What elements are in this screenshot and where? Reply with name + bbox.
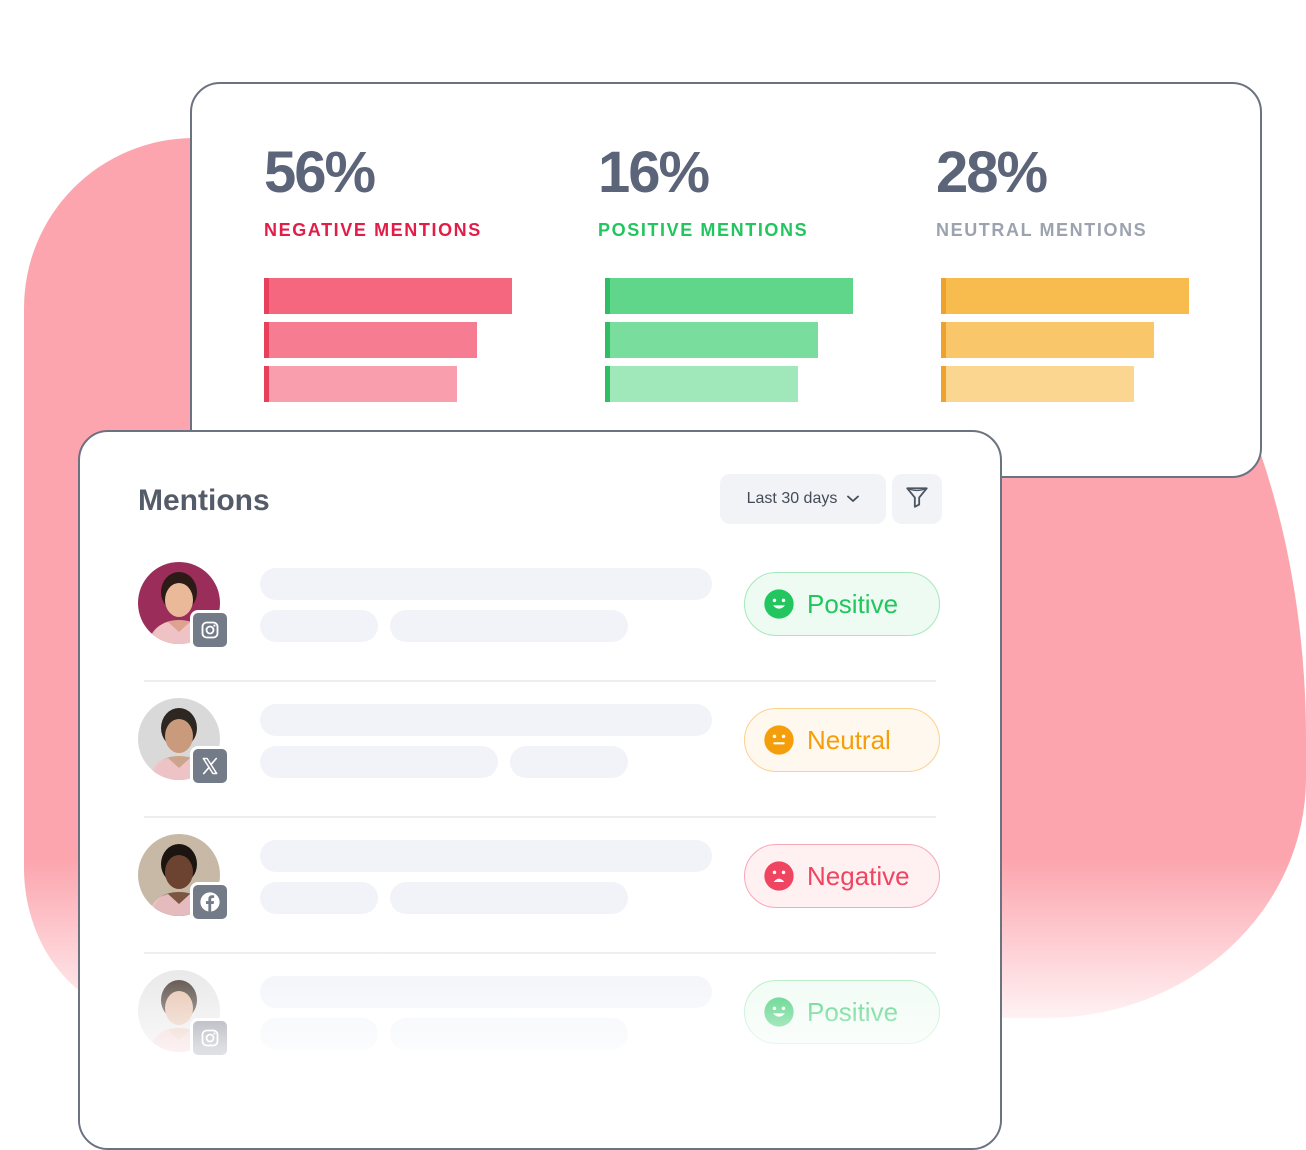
sentiment-badge[interactable]: Negative [744,844,940,908]
smile-icon [763,588,795,620]
stat-bar [941,366,1134,402]
facebook-icon [190,882,230,922]
skeleton-line [260,976,712,1008]
skeleton-line [260,704,712,736]
mention-row[interactable]: Positive [80,562,1000,698]
x-icon [190,746,230,786]
stat-percent-positive: 16% [598,140,710,205]
mentions-card: Mentions Last 30 days Positive Neutral Neg… [78,430,1002,1150]
row-divider [144,816,936,818]
stat-bar [605,322,818,358]
row-divider [144,680,936,682]
stat-bar [605,366,798,402]
bars-neutral [941,278,1189,410]
bars-negative [264,278,512,410]
date-range-dropdown[interactable]: Last 30 days [720,474,886,524]
stat-neutral: 28% NEUTRAL MENTIONS [936,144,1147,241]
sentiment-label: Neutral [807,724,891,755]
sentiment-label: Positive [807,996,899,1027]
date-range-label: Last 30 days [746,490,838,507]
skeleton-line [260,746,498,778]
stat-positive: 16% POSITIVE MENTIONS [598,144,808,241]
skeleton-line [260,840,712,872]
skeleton-line [390,610,628,642]
smile-icon [763,996,795,1028]
stat-percent-negative: 56% [264,140,376,205]
frown-icon [763,860,795,892]
avatar-wrap [138,698,230,788]
stat-bar [605,278,853,314]
row-divider [144,952,936,954]
stat-bar [264,322,477,358]
skeleton-line [260,1018,378,1050]
sentiment-badge[interactable]: Positive [744,980,940,1044]
skeleton-line [260,610,378,642]
stat-label-negative: NEGATIVE MENTIONS [264,220,482,240]
sentiment-label: Positive [807,588,899,619]
avatar-wrap [138,834,230,924]
instagram-icon [190,610,230,650]
sentiment-badge[interactable]: Neutral [744,708,940,772]
neutral-face-icon [763,724,795,756]
sentiment-stats-card: 56% NEGATIVE MENTIONS 16% POSITIVE MENTI… [190,82,1262,478]
stat-bar [941,322,1154,358]
avatar-wrap [138,970,230,1060]
skeleton-line [390,882,628,914]
mention-row[interactable]: Negative [80,834,1000,970]
stat-label-positive: POSITIVE MENTIONS [598,220,809,240]
filter-button[interactable] [892,474,942,524]
avatar-wrap [138,562,230,652]
mention-row[interactable]: Positive [80,970,1000,1106]
mention-row[interactable]: Neutral [80,698,1000,834]
bars-positive [605,278,853,410]
skeleton-line [510,746,628,778]
skeleton-line [260,882,378,914]
stat-bar [264,366,457,402]
stat-bar [941,278,1189,314]
skeleton-line [390,1018,628,1050]
funnel-icon [904,484,930,515]
sentiment-badge[interactable]: Positive [744,572,940,636]
mentions-title: Mentions [138,484,270,517]
instagram-icon [190,1018,230,1058]
stat-negative: 56% NEGATIVE MENTIONS [264,144,482,241]
stat-bar [264,278,512,314]
skeleton-line [260,568,712,600]
stat-percent-neutral: 28% [936,140,1048,205]
sentiment-label: Negative [807,860,910,891]
stat-label-neutral: NEUTRAL MENTIONS [936,220,1148,240]
chevron-down-icon [847,490,860,508]
